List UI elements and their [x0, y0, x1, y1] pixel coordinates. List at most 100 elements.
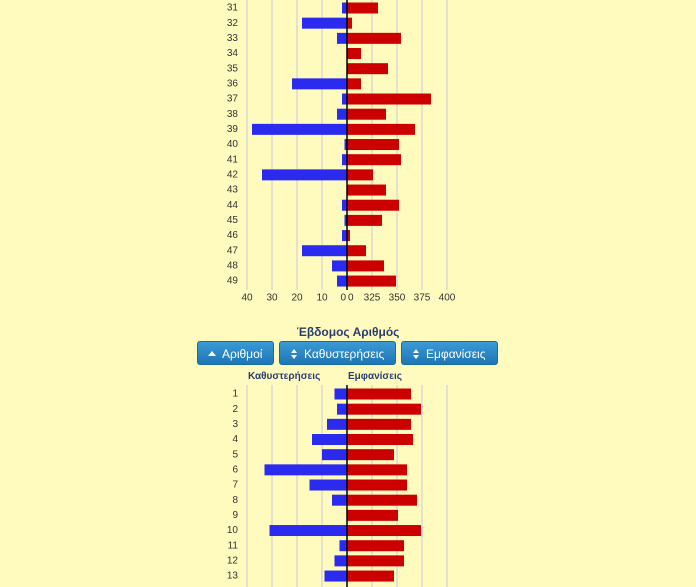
y-tick-label: 44 [227, 200, 239, 211]
bar [347, 479, 407, 491]
bar [347, 108, 386, 120]
bar [347, 388, 411, 400]
bar [302, 245, 347, 257]
bar [347, 434, 413, 446]
bar [332, 494, 347, 506]
y-tick-label: 11 [228, 540, 239, 551]
bar [252, 123, 347, 135]
bar [262, 169, 347, 181]
y-tick-label: 39 [227, 124, 239, 135]
bar [347, 555, 404, 567]
button-label: Καθυστερήσεις [304, 347, 385, 361]
x-tick-label: 0 [348, 293, 354, 304]
sort-icon [208, 351, 216, 356]
y-tick-label: 32 [227, 18, 239, 29]
y-tick-label: 1 [232, 389, 238, 400]
bar [347, 169, 373, 181]
bar [322, 449, 347, 461]
bar [347, 139, 399, 151]
y-tick-label: 36 [227, 78, 239, 89]
button-label: Αριθμοί [222, 347, 263, 361]
y-tick-label: 37 [227, 94, 239, 105]
legend-entry: Εμφανίσεις [348, 371, 402, 382]
bar [332, 260, 347, 272]
bar [347, 214, 382, 226]
bar [347, 63, 388, 75]
bar [347, 245, 366, 257]
y-tick-label: 47 [227, 245, 239, 256]
bar [344, 214, 347, 226]
y-tick-label: 42 [227, 170, 239, 181]
y-tick-label: 33 [227, 33, 239, 44]
bar [347, 525, 421, 537]
bar [342, 230, 347, 242]
y-tick-label: 2 [232, 404, 238, 415]
bar [347, 123, 415, 135]
bar [347, 494, 417, 506]
legend-entry: Καθυστερήσεις [248, 371, 321, 382]
bar [337, 403, 347, 415]
bar [302, 17, 347, 29]
y-tick-label: 10 [227, 525, 239, 536]
bar [269, 525, 347, 537]
x-tick-label: 350 [389, 293, 406, 304]
x-tick-label: 325 [364, 293, 381, 304]
y-tick-label: 8 [232, 495, 238, 506]
button-label: Εμφανίσεις [426, 347, 486, 361]
x-tick-label: 40 [241, 293, 253, 304]
y-tick-label: 45 [227, 215, 239, 226]
bar [347, 540, 404, 552]
x-tick-label: 20 [291, 293, 303, 304]
bar [347, 154, 401, 166]
bar [347, 48, 361, 60]
bar [347, 32, 401, 44]
y-tick-label: 46 [227, 230, 239, 241]
x-tick-label: 10 [316, 293, 328, 304]
y-tick-label: 34 [227, 48, 239, 59]
x-tick-label: 30 [266, 293, 278, 304]
bar [347, 570, 394, 582]
bar [334, 388, 347, 400]
y-tick-label: 43 [227, 185, 239, 196]
bar [347, 449, 394, 461]
bar [342, 2, 347, 14]
bar [334, 555, 347, 567]
bar [347, 418, 411, 430]
bar [347, 403, 421, 415]
bar [312, 434, 347, 446]
y-tick-label: 31 [227, 3, 239, 14]
bar [309, 479, 347, 491]
bar [347, 17, 352, 29]
y-tick-label: 4 [232, 434, 238, 445]
bar [324, 570, 347, 582]
bar [337, 275, 347, 287]
y-tick-label: 6 [232, 464, 238, 475]
y-tick-label: 40 [227, 139, 239, 150]
bar [342, 93, 347, 105]
sort-button[interactable]: Εμφανίσεις [401, 341, 498, 365]
bar [347, 509, 398, 521]
bar [347, 93, 431, 105]
bar [347, 78, 361, 90]
sort-button[interactable]: Καθυστερήσεις [279, 341, 396, 365]
x-tick-label: 400 [439, 293, 456, 304]
bar [337, 108, 347, 120]
y-tick-label: 35 [227, 63, 239, 74]
bar [347, 199, 399, 211]
bar [347, 275, 396, 287]
bar [292, 78, 347, 90]
chart-title: Έβδομος Αριθμός [296, 325, 400, 339]
bar [344, 139, 347, 151]
y-tick-label: 13 [227, 571, 239, 582]
y-tick-label: 7 [232, 480, 238, 491]
y-tick-label: 3 [232, 419, 238, 430]
sort-icon [413, 349, 419, 359]
y-tick-label: 38 [227, 109, 239, 120]
bar [347, 230, 350, 242]
sort-icon [291, 349, 297, 359]
sort-button[interactable]: Αριθμοί [197, 341, 274, 365]
bar [347, 464, 407, 476]
bar [347, 2, 378, 14]
